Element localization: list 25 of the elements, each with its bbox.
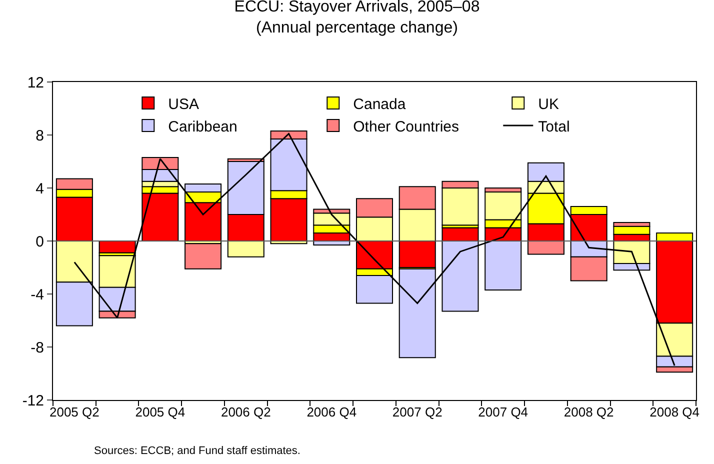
x-tick-label: 2008 Q2 (564, 404, 614, 420)
y-tick-label: -4 (30, 286, 44, 304)
x-tick-label: 2005 Q4 (135, 404, 186, 420)
y-tick-label: 4 (36, 180, 44, 198)
x-tick-label: 2006 Q2 (220, 404, 271, 420)
x-tick-label: 2007 Q2 (392, 404, 442, 420)
legend-label: Total (538, 118, 570, 136)
legend-label: Canada (353, 96, 406, 113)
legend-label: Other Countries (353, 118, 460, 136)
bar (184, 243, 222, 270)
legend-label: Caribbean (168, 118, 238, 136)
chart-subtitle: (Annual percentage change) (256, 19, 458, 36)
legend-label: UK (538, 96, 559, 113)
chart-title: ECCU: Stayover Arrivals, 2005–08 (234, 0, 480, 16)
x-tick-label: 2006 Q4 (306, 404, 357, 420)
source-note: Sources: ECCB; and Fund staff estimates. (94, 445, 300, 457)
legend-label: USA (168, 96, 199, 113)
x-tick-label: 2005 Q2 (49, 404, 100, 420)
x-tick-label: 2007 Q4 (478, 404, 528, 420)
y-tick-label: 8 (36, 127, 44, 144)
y-tick-label: 12 (27, 74, 44, 92)
y-tick-label: -12 (22, 392, 44, 410)
x-tick-label: 2008 Q4 (650, 404, 700, 420)
y-tick-label: 0 (36, 233, 44, 250)
y-tick-label: -8 (30, 339, 44, 356)
